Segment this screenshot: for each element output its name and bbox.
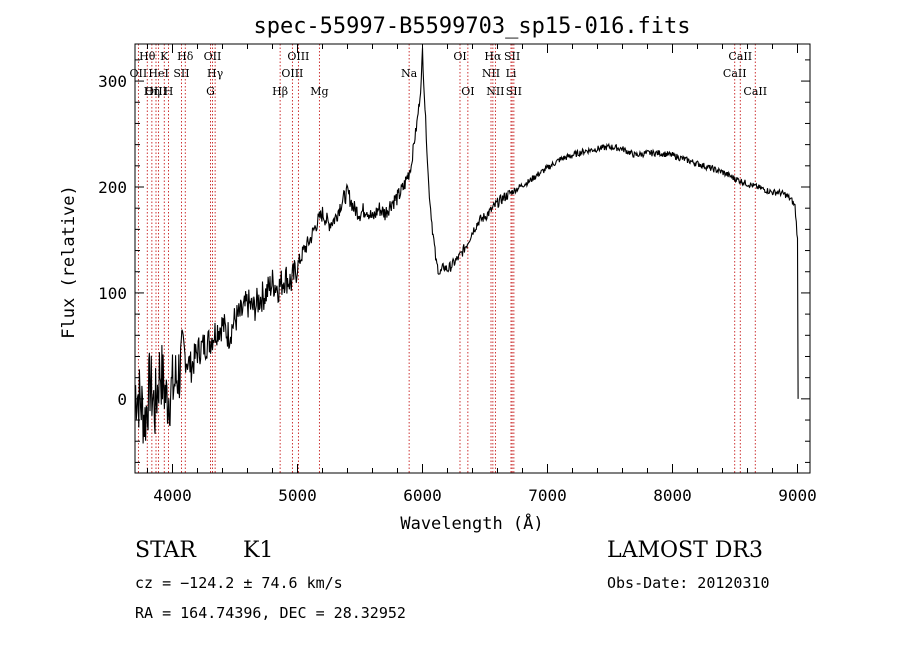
object-subclass: K1 <box>243 538 274 563</box>
line-label: G <box>206 85 215 98</box>
x-tick-label: 7000 <box>528 486 567 505</box>
line-label: CaII <box>728 50 752 63</box>
line-label: OII <box>204 50 222 63</box>
line-label: OIII <box>287 50 309 63</box>
line-label: NII <box>482 67 500 80</box>
line-label: Hα <box>484 50 502 63</box>
y-tick-label: 0 <box>117 390 127 409</box>
line-label: Li <box>506 67 517 80</box>
line-label: Hδ <box>177 50 194 63</box>
line-label: OI <box>453 50 466 63</box>
line-label: SII <box>504 50 520 63</box>
line-label: CaII <box>743 85 767 98</box>
line-label: Hη <box>144 85 160 98</box>
object-class: STAR <box>135 538 196 563</box>
line-label: K <box>160 50 169 63</box>
plot-frame <box>134 43 811 474</box>
x-axis: 4000 5000 6000 7000 8000 9000 <box>147 44 817 505</box>
line-label: SII <box>506 85 522 98</box>
line-label: SII <box>173 67 189 80</box>
y-tick-label: 200 <box>98 178 127 197</box>
line-label: OIII <box>145 85 167 98</box>
x-tick-label: 5000 <box>278 486 317 505</box>
spectrum-chart: spec-55997-B5599703_sp15-016.fits Hθ K Hδ O… <box>59 14 817 534</box>
chart-title: spec-55997-B5599703_sp15-016.fits <box>253 14 690 39</box>
x-axis-label: Wavelength (Å) <box>400 512 543 534</box>
survey-name: LAMOST DR3 <box>607 538 763 563</box>
line-label: H <box>164 85 174 98</box>
line-label: OIII <box>281 67 303 80</box>
line-label: OI <box>461 85 474 98</box>
line-label: Hθ <box>139 50 156 63</box>
y-tick-label: 300 <box>98 72 127 91</box>
line-label: HeI <box>148 67 168 80</box>
coordinates-text: RA = 164.74396, DEC = 28.32952 <box>135 604 406 622</box>
x-tick-label: 8000 <box>653 486 692 505</box>
y-axis-label: Flux (relative) <box>59 185 79 339</box>
y-axis: 0 100 200 300 <box>98 59 810 463</box>
y-tick-label: 100 <box>98 284 127 303</box>
obs-date: Obs-Date: 20120310 <box>607 574 770 592</box>
line-label: NII <box>486 85 504 98</box>
spectrum-line <box>134 47 799 444</box>
line-label: Hγ <box>207 67 224 80</box>
line-label: Mg <box>310 85 328 98</box>
x-tick-label: 9000 <box>778 486 817 505</box>
line-label: Hβ <box>272 85 288 98</box>
line-markers <box>137 44 756 473</box>
x-tick-label: 6000 <box>403 486 442 505</box>
redshift-text: cz = −124.2 ± 74.6 km/s <box>135 574 343 592</box>
line-label: Na <box>401 67 418 80</box>
line-label: OII <box>130 67 148 80</box>
line-label: CaII <box>723 67 747 80</box>
x-tick-label: 4000 <box>153 486 192 505</box>
